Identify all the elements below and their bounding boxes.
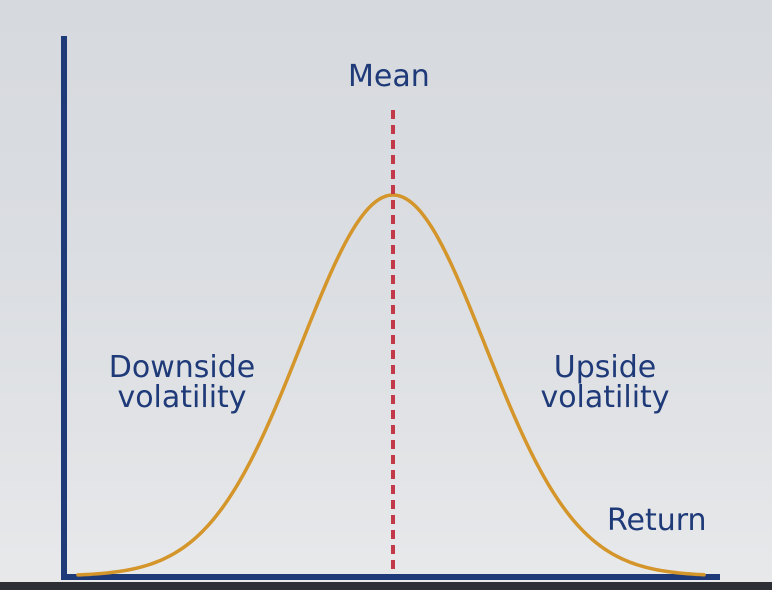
mean-label: Mean <box>348 59 430 94</box>
downside-volatility-label: Downside volatility <box>92 353 272 413</box>
downside-line-1: Downside <box>108 350 256 385</box>
return-axis-label: Return <box>607 503 707 538</box>
upside-line-2: volatility <box>540 380 670 415</box>
upside-volatility-label: Upside volatility <box>524 353 686 413</box>
downside-line-2: volatility <box>117 380 247 415</box>
bell-curve <box>76 193 706 577</box>
upside-line-1: Upside <box>553 350 657 385</box>
bottom-edge <box>0 582 772 590</box>
